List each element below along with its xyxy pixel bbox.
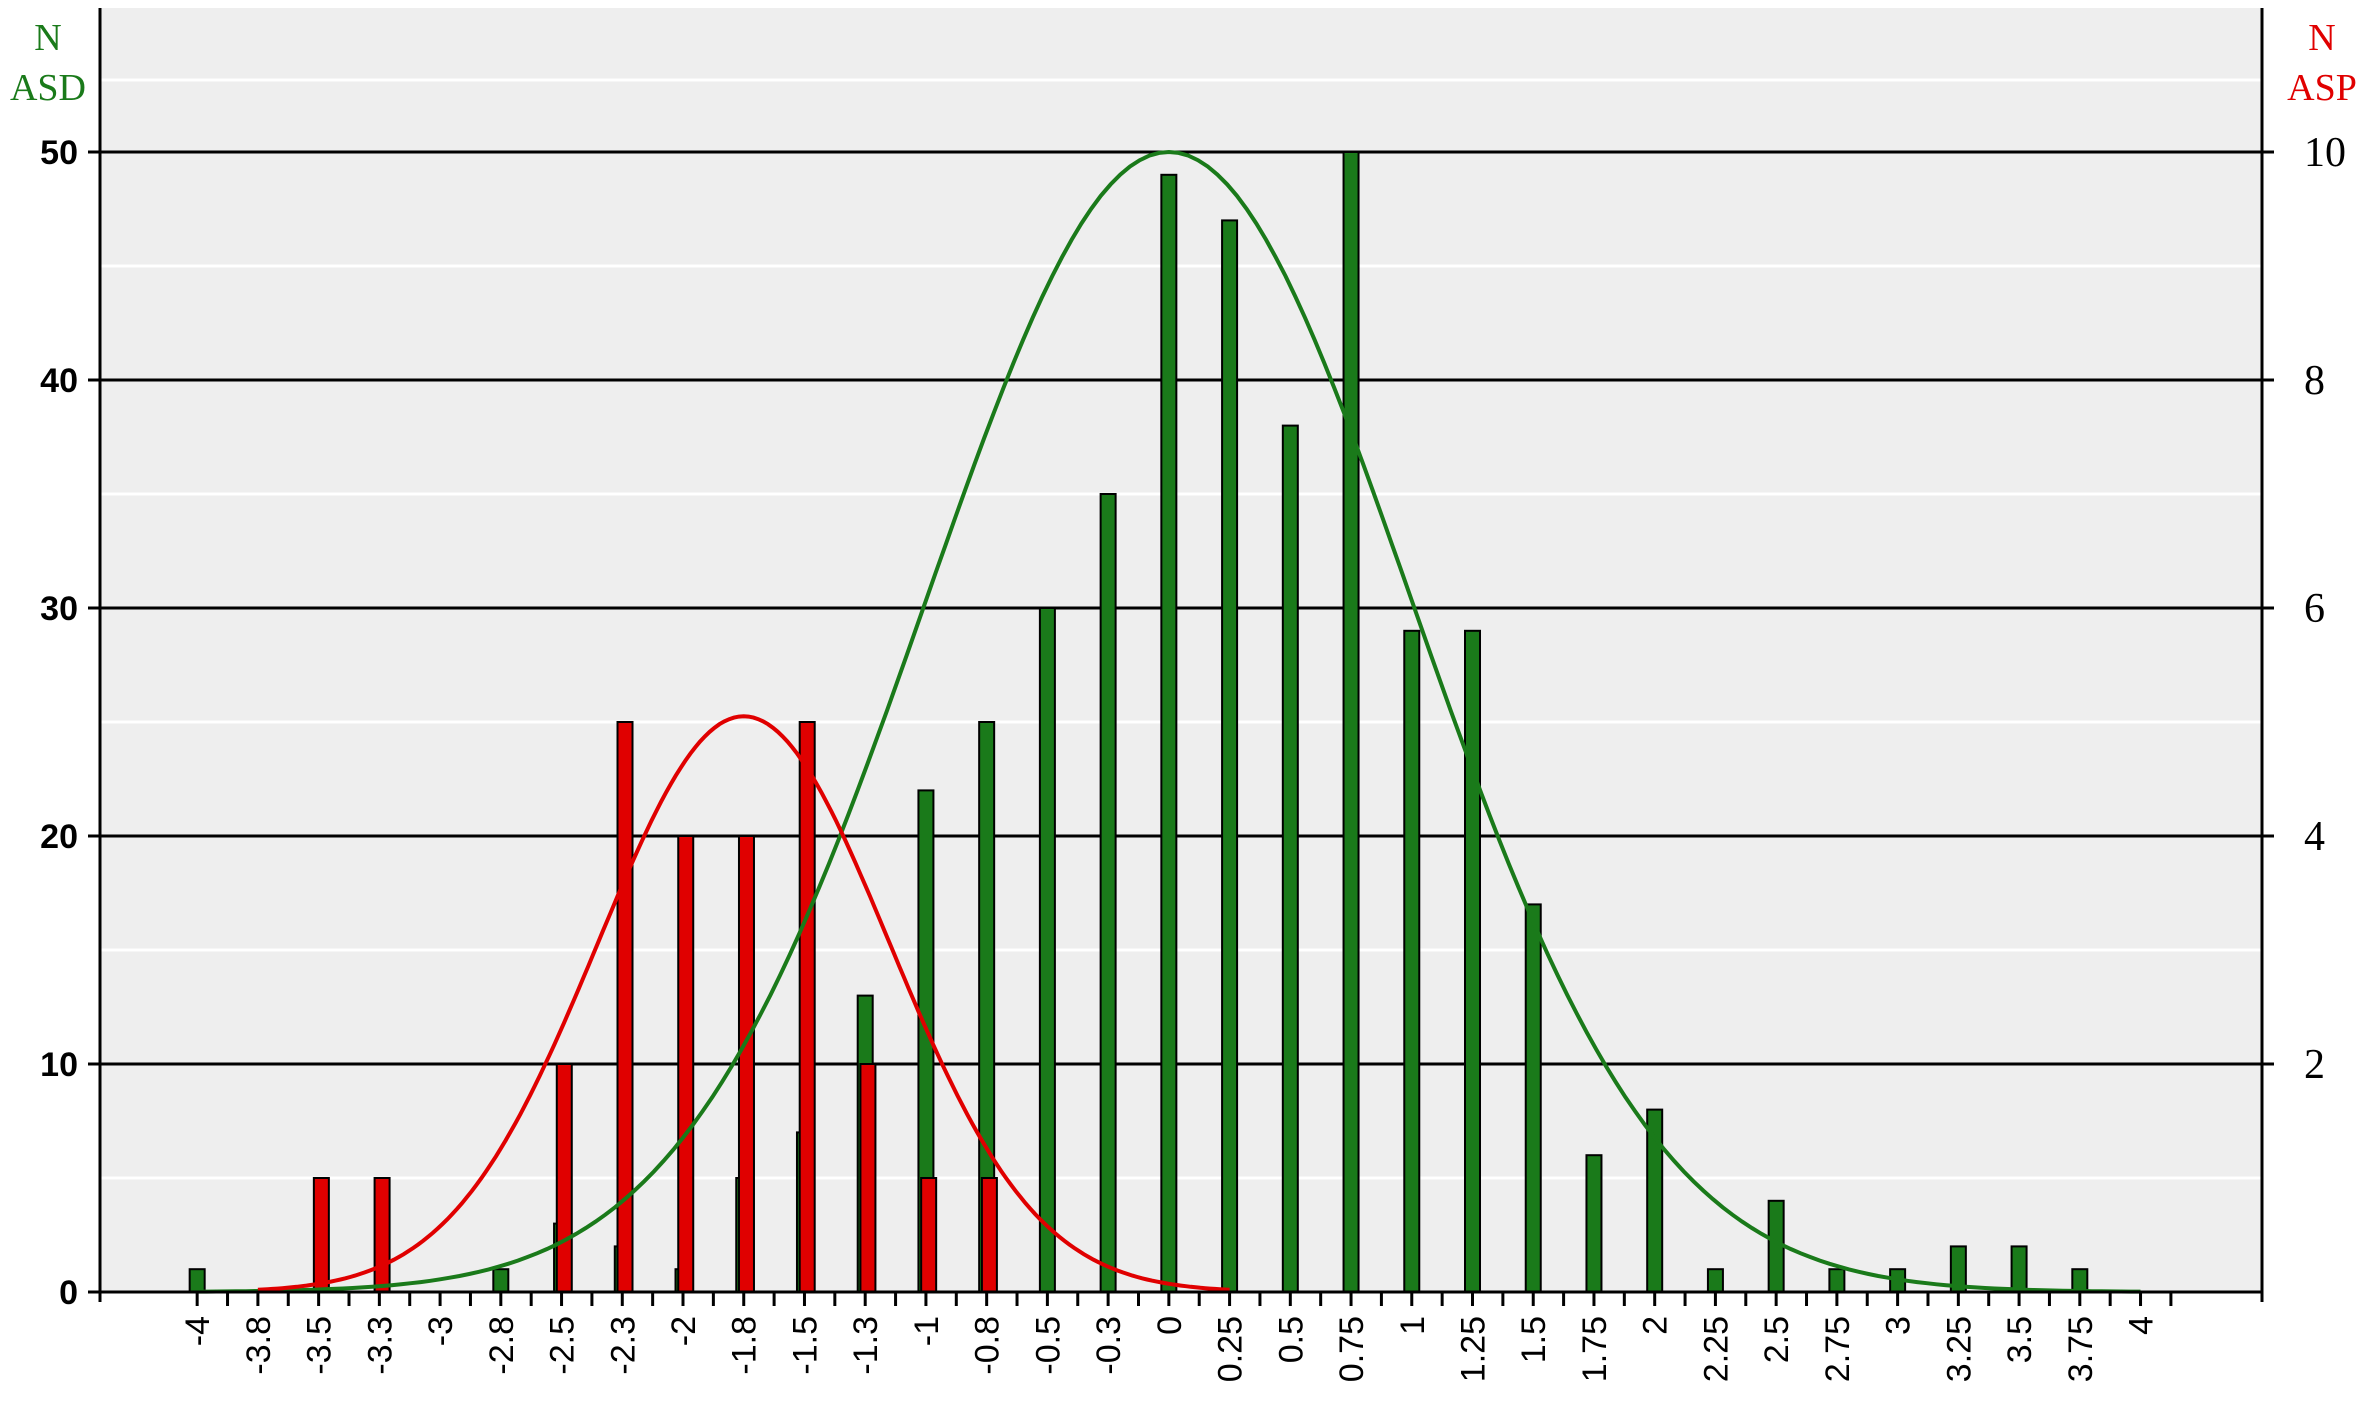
right-y-tick-label: 6 [2304, 586, 2325, 632]
asp-bar [312, 1177, 330, 1293]
left-y-tick-label: 0 [59, 1274, 78, 1312]
asd-bar [1706, 1268, 1724, 1293]
left-y-tick-labels: 0 10 20 30 40 50 [40, 134, 100, 1312]
x-tick-label: 2.5 [1758, 1316, 1796, 1363]
x-tick-label: -0.3 [1090, 1316, 1128, 1375]
x-tick-label: 1.75 [1576, 1316, 1614, 1382]
right-axis-title-line-1: N [2308, 17, 2335, 59]
asd-bar [492, 1268, 510, 1293]
x-tick-label: 4 [2123, 1316, 2161, 1335]
x-tick-label: 2 [1637, 1316, 1675, 1335]
x-tick-label: 0 [1151, 1316, 1189, 1335]
right-axis-title-line-2: ASP [2287, 67, 2357, 109]
x-tick-label: 2.25 [1697, 1316, 1735, 1382]
asp-bar [859, 1063, 877, 1293]
asd-bar [188, 1268, 206, 1293]
x-tick-label: 0.5 [1272, 1316, 1310, 1363]
x-tick-label: 2.75 [1819, 1316, 1857, 1382]
asp-normal-curve [257, 714, 1230, 1292]
asd-bar [1099, 493, 1117, 1293]
right-y-tick-label: 4 [2304, 814, 2325, 860]
x-tick-label: 0.75 [1333, 1316, 1371, 1382]
x-tick-label: 3.75 [2062, 1316, 2100, 1382]
asd-normal-curve [197, 149, 2141, 1294]
asd-bar [1221, 219, 1239, 1293]
plot-background-bands [100, 8, 2262, 1292]
asd-bar [1038, 607, 1056, 1293]
asp-bar [616, 721, 634, 1293]
x-tick-label: -3.3 [361, 1316, 399, 1375]
right-y-tick-labels: 2 4 6 8 10 [2262, 130, 2346, 1088]
x-tick-label: 1 [1394, 1316, 1432, 1335]
asp-bar [798, 721, 816, 1293]
x-tick-label: -2.5 [544, 1316, 582, 1375]
left-axis-title-line-2: ASD [10, 67, 86, 109]
x-tick-label: 3.25 [1940, 1316, 1978, 1382]
axes [98, 8, 2264, 1302]
asd-bar [1828, 1268, 1846, 1293]
asd-bar [1464, 629, 1482, 1293]
x-tick-label: 1.5 [1515, 1316, 1553, 1363]
x-tick-label: 1.25 [1455, 1316, 1493, 1382]
x-tick-label: 3.5 [2001, 1316, 2039, 1363]
left-y-tick-label: 50 [40, 134, 78, 172]
x-tick-label: -4 [179, 1316, 217, 1346]
asp-bar [980, 1177, 998, 1293]
asp-bar [373, 1177, 391, 1293]
fitted-curves [197, 149, 2141, 1294]
asd-bar [2010, 1245, 2028, 1294]
asp-bar [555, 1063, 573, 1293]
right-y-tick-label: 10 [2304, 130, 2346, 176]
asp-bar [737, 835, 755, 1293]
x-tick-label: -3.8 [240, 1316, 278, 1375]
left-y-tick-label: 40 [40, 362, 78, 400]
x-tick-label: -1 [908, 1316, 946, 1346]
x-tick-label: -0.5 [1029, 1316, 1067, 1375]
left-axis-title-line-1: N [34, 17, 61, 59]
x-tick-label: -3.5 [301, 1316, 339, 1375]
left-y-tick-label: 10 [40, 1046, 78, 1084]
x-tick-label: -1.8 [726, 1316, 764, 1375]
x-tick-label: 3 [1880, 1316, 1918, 1335]
right-y-tick-label: 8 [2304, 358, 2325, 404]
x-tick-label: -1.3 [847, 1316, 885, 1375]
x-tick-labels: -4 -3.8 -3.5 -3.3 -3 -2.8 -2.5 -2.3 -2 -1.8 -1.5 -1… [179, 1292, 2173, 1382]
x-tick-label: -2.3 [604, 1316, 642, 1375]
asd-bar [1585, 1154, 1603, 1293]
x-tick-label: 0.25 [1212, 1316, 1250, 1382]
left-y-tick-label: 20 [40, 818, 78, 856]
asd-bar [1281, 424, 1299, 1294]
x-tick-label: -0.8 [969, 1316, 1007, 1375]
x-tick-label: -1.5 [786, 1316, 824, 1375]
asp-bars [312, 721, 998, 1293]
x-tick-label: -2.8 [483, 1316, 521, 1375]
left-y-tick-label: 30 [40, 590, 78, 628]
right-y-tick-label: 2 [2304, 1042, 2325, 1088]
x-tick-label: -3 [422, 1316, 460, 1346]
asd-bar [1524, 903, 1542, 1294]
asp-bar [920, 1177, 938, 1293]
x-tick-label: -2 [665, 1316, 703, 1346]
asd-bar [1403, 629, 1421, 1293]
asd-bar [1342, 151, 1360, 1293]
asd-bar [1160, 173, 1178, 1293]
asp-bar [677, 835, 695, 1293]
asd-bar [2071, 1268, 2089, 1293]
